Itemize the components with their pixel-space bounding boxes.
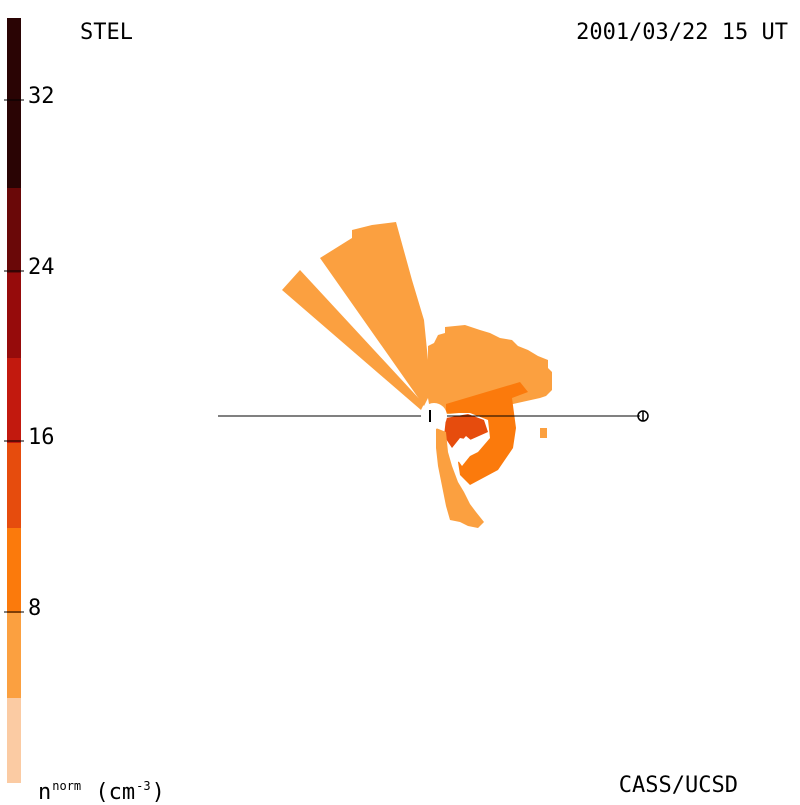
density-fleck [540,428,547,438]
colorbar-tick-label: 32 [28,84,55,109]
credit-label: CASS/UCSD [618,773,738,798]
density-map [282,222,552,528]
colorbar-band-4 [7,443,21,528]
density-ray-narrow [282,270,424,410]
density-wedge-upper [320,222,428,406]
colorbar: 8 16 24 32 [4,18,55,783]
colorbar-band-1 [7,698,21,783]
timestamp-label: 2001/03/22 15 UT [576,20,788,45]
colorbar-band-2 [7,613,21,698]
instrument-label: STEL [80,20,133,45]
unit-close: ) [151,780,165,805]
colorbar-tick-label: 24 [28,255,55,280]
earth-icon [637,410,649,422]
colorbar-unit-label: nnorm (cm-3) [38,775,165,804]
colorbar-band-7 [7,188,21,273]
sun-occulter-icon [421,403,447,429]
unit-open: (cm [95,780,136,805]
density-tail-lower [436,428,484,528]
unit-superscript: norm [52,779,82,793]
density-gap [452,436,478,466]
colorbar-band-6 [7,273,21,358]
colorbar-band-5 [7,358,21,443]
unit-base: n [38,780,52,805]
density-core-high [444,414,488,448]
colorbar-band-8 [7,18,21,188]
unit-exponent: -3 [136,779,151,793]
colorbar-tick-label: 8 [28,596,41,621]
colorbar-band-3 [7,528,21,613]
colorbar-tick-label: 16 [28,425,55,450]
